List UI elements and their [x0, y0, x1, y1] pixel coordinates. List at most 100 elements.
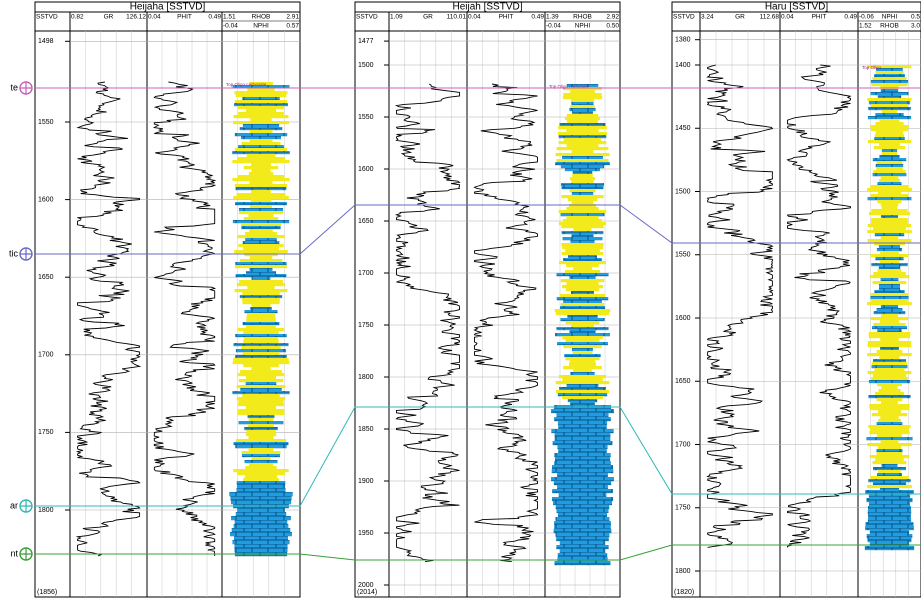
lith-carbonate [557, 445, 608, 450]
lith-carbonate [236, 488, 286, 493]
lith-sand [870, 476, 909, 480]
lith-sand [878, 446, 901, 450]
lith-carbonate [570, 402, 595, 406]
lith-sand [250, 118, 272, 122]
lith-sand [876, 167, 903, 171]
lith-carbonate [873, 467, 906, 471]
lith-sand [880, 251, 899, 255]
lith-sand [234, 91, 288, 95]
lith-carbonate [229, 532, 293, 537]
lith-carbonate [556, 509, 609, 514]
lith-carbonate [877, 473, 902, 477]
lith-sand [567, 198, 598, 202]
lith-sand [237, 175, 285, 179]
lith-sand [556, 147, 609, 151]
lith-carbonate [872, 359, 907, 363]
lith-carbonate [251, 277, 271, 281]
lith-sand [240, 370, 282, 374]
lith-sand [870, 185, 909, 189]
lith-sand [251, 457, 271, 461]
lith-sand [877, 200, 902, 204]
lith-carbonate [880, 347, 899, 351]
lith-sand [237, 412, 285, 416]
lith-sand [557, 132, 608, 136]
lith-sand [867, 485, 912, 489]
lith-carbonate [551, 469, 614, 474]
lith-sand [249, 229, 273, 233]
lith-carbonate [553, 481, 612, 486]
depth-label: 1900 [358, 478, 374, 485]
lith-carbonate [871, 326, 908, 330]
lith-carbonate [551, 429, 614, 434]
track-min: 1.51 [223, 14, 236, 21]
lith-carbonate [881, 464, 898, 468]
lith-carbonate [871, 365, 908, 369]
lith-sand [561, 243, 604, 247]
lith-carbonate [231, 516, 291, 521]
track-max: 0.49 [531, 14, 544, 21]
depth-label: 1550 [38, 119, 54, 126]
lith-sand [559, 261, 606, 265]
lith-sand [877, 434, 902, 438]
lith-carbonate [235, 349, 287, 353]
lith-sand [232, 121, 290, 125]
lith-carbonate [558, 493, 607, 498]
lith-carbonate [234, 133, 288, 137]
lith-sand [875, 131, 904, 135]
track-name: PHIT [177, 14, 192, 21]
lith-sand [571, 201, 594, 205]
lith-sand [572, 351, 593, 355]
depth-label: 1477 [358, 38, 374, 45]
lith-carbonate [879, 155, 900, 159]
lith-carbonate [554, 525, 611, 530]
lith-sand [870, 125, 909, 129]
depth-bottom: (2014) [357, 589, 377, 596]
lith-sand [233, 469, 289, 473]
lith-sand [243, 217, 279, 221]
lith-sand [251, 304, 271, 308]
lith-carbonate [880, 305, 899, 309]
lith-sand [234, 100, 288, 104]
lith-sand [566, 207, 599, 211]
track-min: 0.04 [468, 14, 481, 21]
lith-carbonate [867, 197, 912, 201]
lith-carbonate [235, 445, 287, 449]
lith-sand [249, 82, 273, 86]
lith-sand [871, 413, 908, 417]
lith-sand [237, 235, 285, 239]
lith-sand [245, 433, 277, 437]
lith-sand [562, 396, 603, 400]
lith-carbonate [235, 512, 287, 517]
track-min: 0.04 [148, 14, 161, 21]
track-name: GR [104, 14, 114, 21]
track-name: NPHI [882, 14, 898, 21]
lith-sand [565, 339, 600, 343]
lith-carbonate [876, 422, 903, 426]
lith-carbonate [554, 561, 611, 566]
lith-carbonate [235, 334, 287, 338]
track-max: 0.49 [208, 14, 221, 21]
track-max: 126.12 [126, 14, 146, 21]
lith-sand [565, 249, 600, 253]
lith-carbonate [231, 528, 291, 533]
lith-carbonate [551, 477, 614, 482]
lith-sand [248, 214, 274, 218]
lith-carbonate [242, 241, 280, 245]
lith-carbonate [868, 101, 911, 105]
lith-sand [870, 293, 909, 297]
lith-sand [566, 282, 599, 286]
track-name: GR [735, 14, 745, 21]
lith-carbonate [245, 238, 277, 242]
lith-sand [242, 298, 280, 302]
lith-sand [251, 367, 271, 371]
lith-sand [880, 440, 899, 444]
lith-sand [245, 466, 277, 470]
lith-carbonate [232, 220, 290, 224]
lith-sand [247, 88, 275, 92]
lith-sand [872, 374, 907, 378]
lith-sand [563, 345, 602, 349]
lith-carbonate [558, 425, 607, 430]
lith-sand [876, 161, 903, 165]
lith-sand [869, 455, 910, 459]
